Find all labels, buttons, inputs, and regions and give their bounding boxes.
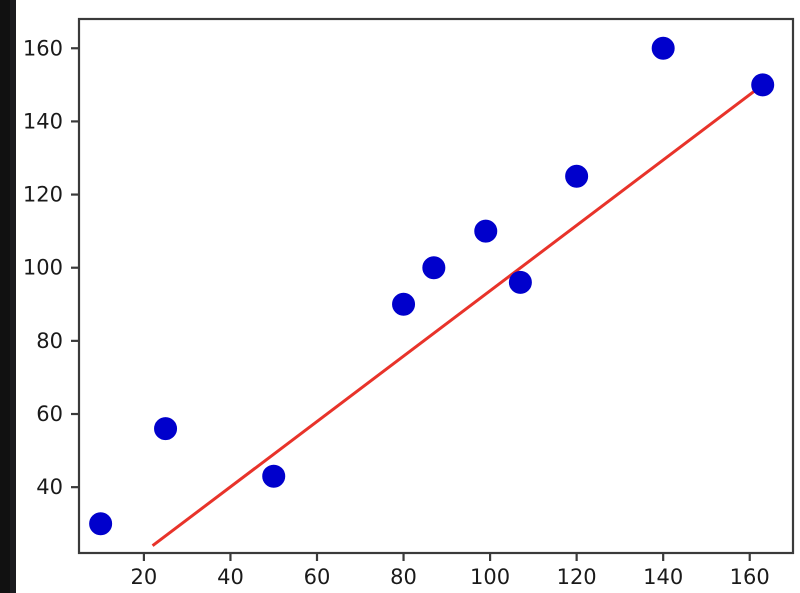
x-tick-label: 20 [131,565,158,589]
scatter-point [89,512,113,536]
left-letterbox-bar [0,0,10,593]
regression-line [151,83,764,547]
y-tick-label: 120 [23,183,63,207]
y-tick-label: 140 [23,109,63,133]
y-tick-label: 40 [36,475,63,499]
left-letterbox-bar-inner [10,0,16,593]
scatter-point [751,73,775,97]
x-tick-label: 140 [643,565,683,589]
scatter-points-series [89,36,775,536]
x-axis-ticks: 20 40 60 80 100 120 140 160 [131,553,770,589]
plot-area-background [79,19,793,553]
x-tick-label: 80 [390,565,417,589]
y-tick-label: 100 [23,256,63,280]
y-tick-label: 60 [36,402,63,426]
x-tick-label: 120 [557,565,597,589]
scatter-point [474,219,498,243]
scatter-point [262,464,286,488]
x-tick-label: 40 [217,565,244,589]
regression-line-series [151,83,764,547]
scatter-point [651,36,675,60]
y-tick-label: 160 [23,36,63,60]
y-axis-ticks: 40 60 80 100 120 140 160 [23,36,79,499]
x-tick-label: 60 [304,565,331,589]
scatter-point [154,417,178,441]
axis-frame [77,17,795,555]
scatter-point [508,270,532,294]
scatter-point [422,256,446,280]
scatter-point [392,292,416,316]
y-tick-label: 80 [36,329,63,353]
scatter-point [565,164,589,188]
x-tick-label: 100 [470,565,510,589]
x-tick-label: 160 [730,565,770,589]
